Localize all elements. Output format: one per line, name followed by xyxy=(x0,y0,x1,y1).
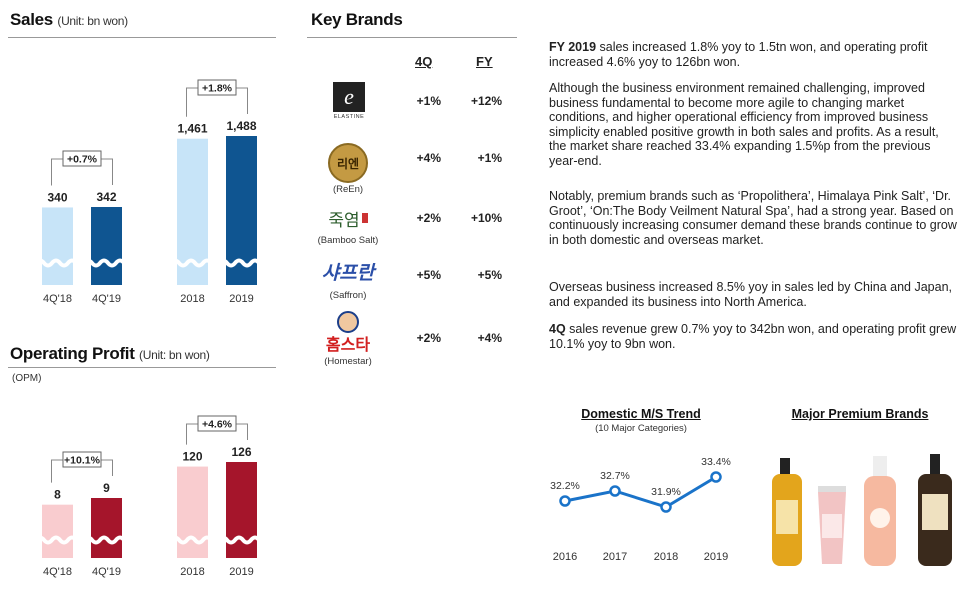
op-tick-label: 2019 xyxy=(229,566,253,578)
elastine-logo: e ELASTINE xyxy=(333,81,365,120)
ms-trend-line xyxy=(564,475,717,509)
para-fy2019: FY 2019 sales increased 1.8% yoy to 1.5t… xyxy=(549,40,928,69)
op-tick-label: 4Q'18 xyxy=(43,566,72,578)
sales-value-label: 1,488 xyxy=(226,119,256,133)
sales-tick-label: 2018 xyxy=(180,293,204,305)
sales-rule xyxy=(8,37,276,38)
ms-trend-subtitle: (10 Major Categories) xyxy=(595,423,687,434)
op-bar xyxy=(42,504,73,558)
sales-unit: (Unit: bn won) xyxy=(57,14,128,28)
ms-trend-point xyxy=(559,495,571,507)
para-4q: 4Q sales revenue grew 0.7% yoy to 342bn … xyxy=(549,322,957,351)
homestar-logo: 홈스타 xyxy=(318,310,378,355)
ms-trend-value-label: 31.9% xyxy=(651,486,681,498)
ms-trend-tick-label: 2018 xyxy=(654,551,678,563)
sales-axis-break xyxy=(169,258,269,268)
kb-col-4q: 4Q xyxy=(415,54,433,69)
sales-growth-box xyxy=(62,150,102,167)
op-rule xyxy=(8,367,276,368)
sales-tick-label: 4Q'18 xyxy=(43,293,72,305)
ms-trend-tick-label: 2016 xyxy=(553,551,577,563)
sales-title: Sales (Unit: bn won) xyxy=(10,10,128,29)
kb-col-fy: FY xyxy=(476,54,493,69)
op-value-label: 8 xyxy=(54,488,61,502)
ms-trend-point xyxy=(609,485,621,497)
ms-trend-value-label: 33.4% xyxy=(701,456,731,468)
op-chart: 8 4Q'18 9 4Q'19 120 2018 126 2019 +10.1% +4.6% xyxy=(34,415,269,578)
bamboo-salt-logo: 죽염 xyxy=(318,203,378,233)
kb-homestar-fy: +4% xyxy=(477,331,502,345)
saffron-logo: 샤프란 xyxy=(321,261,375,284)
op-value-label: 126 xyxy=(231,445,251,459)
sales-growth-box xyxy=(197,79,237,96)
op-axis-break xyxy=(34,535,134,545)
sales-growth-label: +0.7% xyxy=(67,154,98,166)
sales-bar xyxy=(91,207,122,285)
para-premium: Notably, premium brands such as ‘Propoli… xyxy=(549,189,957,247)
op-growth-label: +10.1% xyxy=(64,455,101,467)
ms-trend-value-label: 32.7% xyxy=(600,470,630,482)
sales-chart: 340 4Q'18 342 4Q'19 1,461 2018 1,488 2019 +0.7% +… xyxy=(34,79,269,305)
op-value-label: 120 xyxy=(182,450,202,464)
ms-trend-value-label: 32.2% xyxy=(550,480,580,492)
op-growth-box xyxy=(62,451,102,468)
kb-saffron-fy: +5% xyxy=(477,268,502,282)
op-tick-label: 2018 xyxy=(180,566,204,578)
kb-reen-caption: (ReEn) xyxy=(332,184,364,195)
key-brands-rule xyxy=(307,37,517,38)
sales-axis-break xyxy=(34,258,134,268)
key-brands-title: Key Brands xyxy=(311,10,403,29)
sales-growth-label: +1.8% xyxy=(202,83,233,95)
ms-trend-tick-label: 2019 xyxy=(704,551,728,563)
op-bar xyxy=(91,498,122,558)
sales-value-label: 340 xyxy=(47,190,67,204)
opm-label: (OPM) xyxy=(12,373,42,384)
op-unit: (Unit: bn won) xyxy=(139,348,210,362)
ms-trend-point xyxy=(660,501,672,513)
op-axis-break xyxy=(169,535,269,545)
sales-tick-label: 2019 xyxy=(229,293,253,305)
ms-trend-tick-label: 2017 xyxy=(603,551,627,563)
premium-title: Major Premium Brands xyxy=(791,407,929,421)
ms-trend-point xyxy=(710,471,722,483)
kb-bamboo-fy: +10% xyxy=(470,211,502,225)
para-business: Although the business environment remain… xyxy=(549,81,939,168)
kb-bamboo-4q: +2% xyxy=(416,211,441,225)
op-growth-box xyxy=(197,415,237,432)
ms-trend-title: Domestic M/S Trend xyxy=(581,407,701,421)
kb-reen-4q: +4% xyxy=(416,151,441,165)
kb-bamboo-caption: (Bamboo Salt) xyxy=(317,235,379,246)
sales-bar xyxy=(42,207,73,285)
kb-saffron-caption: (Saffron) xyxy=(329,290,367,301)
kb-saffron-4q: +5% xyxy=(416,268,441,282)
sales-tick-label: 4Q'19 xyxy=(92,293,121,305)
op-tick-label: 4Q'19 xyxy=(92,566,121,578)
kb-elastine-fy: +12% xyxy=(470,94,502,108)
kb-elastine-4q: +1% xyxy=(416,94,441,108)
op-title: Operating Profit (Unit: bn won) xyxy=(10,344,210,363)
op-growth-label: +4.6% xyxy=(202,419,233,431)
sales-value-label: 1,461 xyxy=(177,122,207,136)
ms-trend-chart: 32.2% 2016 32.7% 2017 31.9% 2018 33.4% 2019 xyxy=(550,456,731,563)
reen-logo: 리엔 xyxy=(328,143,368,183)
para-overseas: Overseas business increased 8.5% yoy in … xyxy=(549,280,953,309)
kb-reen-fy: +1% xyxy=(477,151,502,165)
sales-value-label: 342 xyxy=(96,190,116,204)
kb-homestar-4q: +2% xyxy=(416,331,441,345)
premium-products-image xyxy=(768,448,968,573)
kb-homestar-caption: (Homestar) xyxy=(324,356,372,367)
op-value-label: 9 xyxy=(103,481,110,495)
